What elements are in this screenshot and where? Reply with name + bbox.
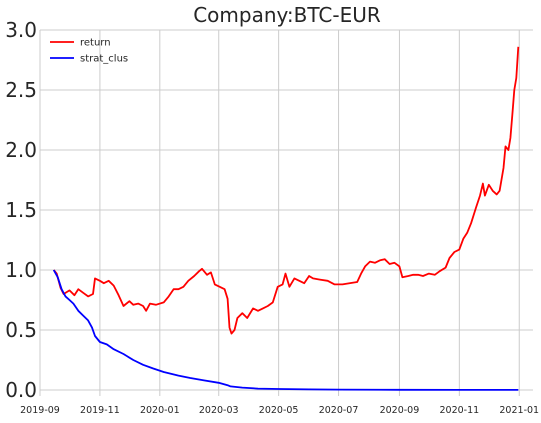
x-tick-label: 2020-11: [439, 405, 479, 416]
y-tick-label: 3.0: [5, 18, 37, 42]
x-tick-label: 2019-09: [20, 405, 60, 416]
x-tick-label: 2021-01: [499, 405, 539, 416]
x-tick-label: 2020-09: [380, 405, 420, 416]
y-tick-label: 0.0: [5, 378, 37, 402]
series-line-return: [53, 46, 520, 335]
y-tick-label: 2.5: [5, 78, 37, 102]
x-tick-label: 2019-11: [80, 405, 120, 416]
x-axis: 2019-09 2019-11 2020-01 2020-03 2020-05 2020-…: [20, 405, 539, 416]
x-tick-label: 2020-05: [259, 405, 299, 416]
y-tick-label: 2.0: [5, 138, 37, 162]
x-tick-label: 2020-03: [199, 405, 239, 416]
x-tick-label: 2020-01: [140, 405, 180, 416]
y-axis: 0.0 0.5 1.0 1.5 2.0 2.5 3.0: [5, 18, 37, 402]
grid: [39, 29, 533, 396]
x-tick-label: 2020-07: [319, 405, 359, 416]
y-tick-label: 1.0: [5, 258, 37, 282]
chart-title: Company:BTC-EUR: [193, 3, 381, 27]
y-tick-label: 0.5: [5, 318, 37, 342]
series-line-strat-clus: [52, 269, 519, 391]
legend-label: return: [80, 38, 111, 49]
series-layer: [52, 46, 520, 391]
y-tick-label: 1.5: [5, 198, 37, 222]
legend-label: strat_clus: [80, 54, 128, 65]
legend: return strat_clus: [50, 38, 128, 65]
